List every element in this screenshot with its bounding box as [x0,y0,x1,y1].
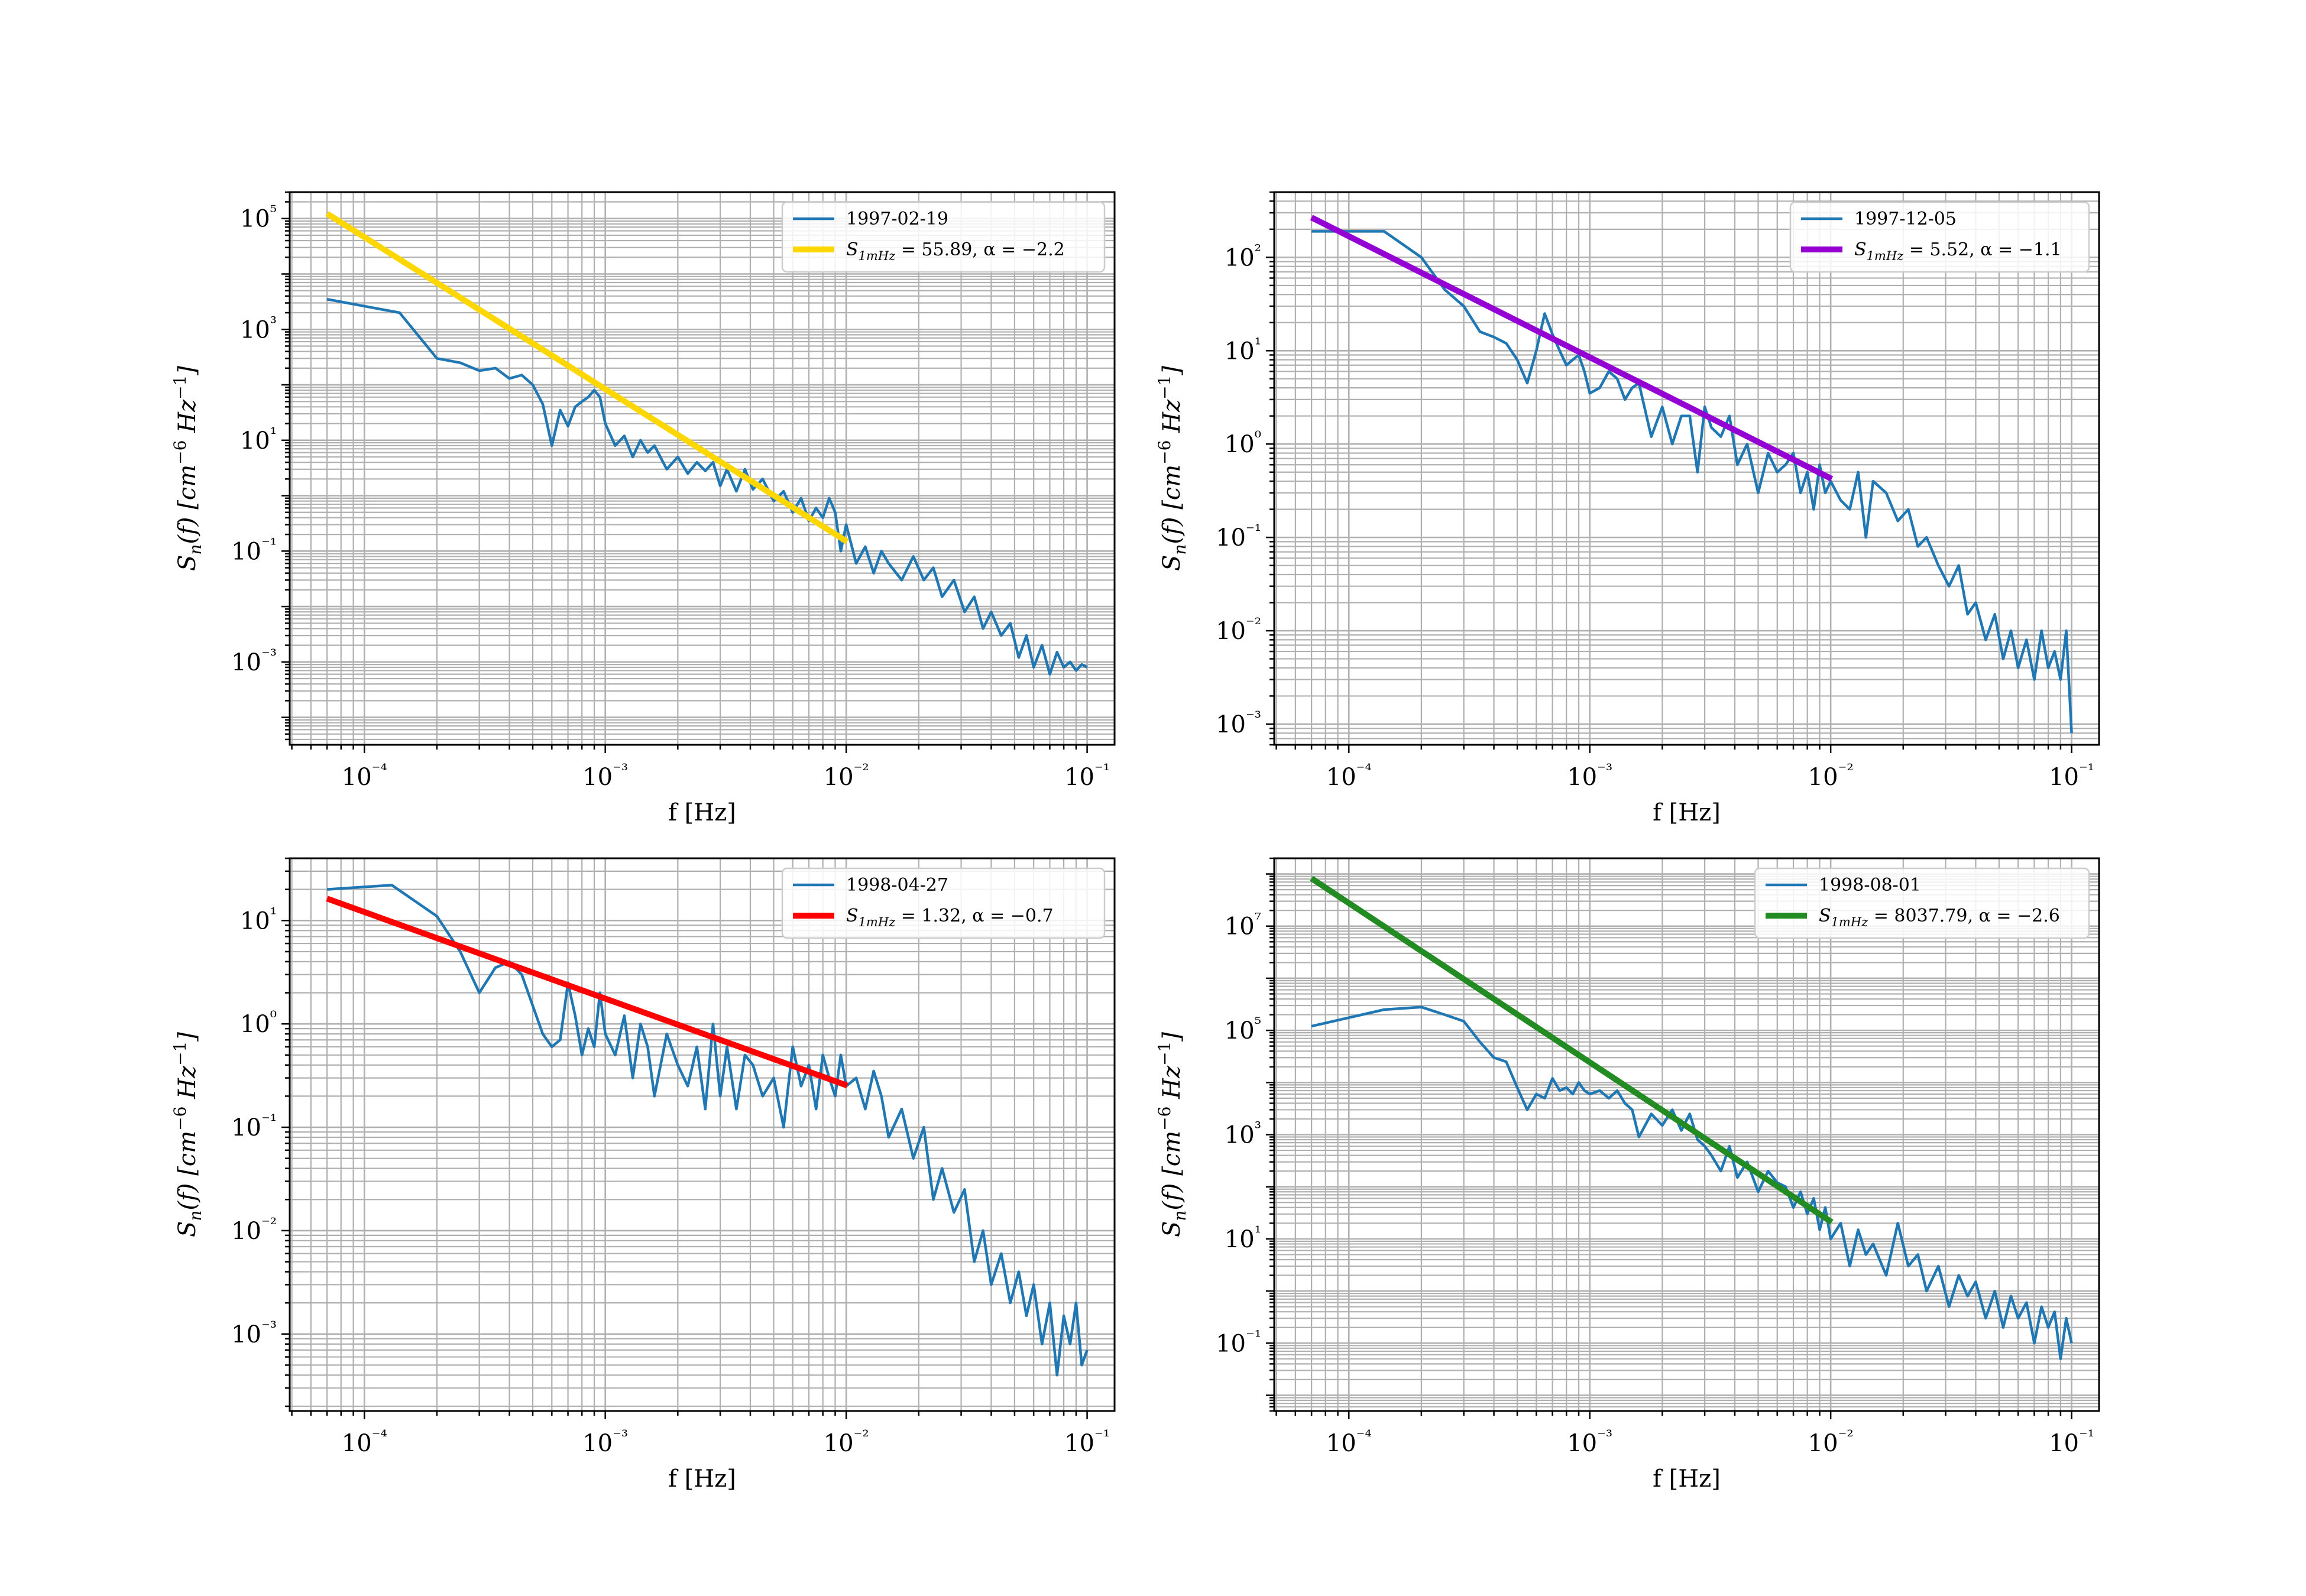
legend-box [1754,867,2090,939]
legend-label: S1mHz = 5.52, α = −1.1 [1854,239,2062,263]
y-tick-label: 10⁻² [231,1214,277,1245]
y-tick-label: 10⁻³ [1216,708,1261,738]
y-tick-label: 10⁻³ [231,645,277,676]
legend: 1998-08-01 S1mHz = 8037.79, α = −2.6 [1754,867,2090,939]
fit-line [1310,215,1834,482]
x-tick-label: 10⁻¹ [2049,760,2094,791]
fit-line [325,211,849,544]
legend: 1998-04-27 S1mHz = 1.32, α = −0.7 [781,867,1106,939]
x-tick-label: 10⁻⁴ [342,1426,387,1457]
chart-panel: 10⁻⁴ 10⁻³ 10⁻² 10⁻¹ 10⁻³ 10⁻² 10⁻¹ 10⁰ 10¹ f [Hz]… [170,857,1116,1493]
y-tick-label: 10⁻¹ [1216,521,1261,552]
chart-panel: 10⁻⁴ 10⁻³ 10⁻² 10⁻¹ 10⁻³ 10⁻¹ 10¹ 10³ 10⁵ f [Hz] S… [170,191,1116,826]
legend-label: S1mHz = 1.32, α = −0.7 [846,906,1054,929]
y-tick-label: 10⁰ [1225,427,1261,458]
grid [290,857,1115,1411]
x-tick-label: 10⁻⁴ [342,760,387,791]
axes-frame [289,857,1116,1412]
y-tick-label: 10⁰ [240,1007,277,1038]
y-tick-label: 10⁻² [1216,614,1261,645]
x-tick-label: 10⁻² [824,1426,869,1457]
y-axis-label: Sn(f) [cm−6 Hz−1] [170,1032,205,1237]
y-axis-label: Sn(f) [cm−6 Hz−1] [1155,366,1190,571]
x-axis-label: f [Hz] [668,799,736,826]
x-tick-label: 10⁻² [824,760,869,791]
y-tick-label: 10⁻¹ [1216,1326,1261,1357]
grid [1274,857,2099,1412]
x-tick-label: 10⁻³ [1567,1426,1612,1457]
x-tick-label: 10⁻¹ [1064,1426,1110,1457]
y-tick-label: 10⁻³ [231,1318,277,1348]
y-tick-label: 10² [1225,241,1261,271]
legend-box [781,201,1106,273]
x-tick-label: 10⁻⁴ [1326,760,1372,791]
y-tick-label: 10¹ [1225,334,1261,365]
x-axis-label: f [Hz] [668,1465,736,1493]
y-axis-label: Sn(f) [cm−6 Hz−1] [1155,1032,1190,1237]
x-tick-label: 10⁻³ [1567,760,1612,791]
y-tick-label: 10⁻¹ [231,534,277,565]
y-axis-label: Sn(f) [cm−6 Hz−1] [170,366,205,571]
legend-box [781,867,1106,939]
y-tick-label: 10¹ [1225,1222,1261,1253]
grid [290,191,1115,745]
y-tick-label: 10³ [240,313,277,343]
y-tick-label: 10³ [1225,1118,1261,1149]
legend-box [1789,201,2090,273]
fit-line [1310,875,1834,1225]
y-tick-label: 10¹ [240,904,277,935]
x-tick-label: 10⁻² [1808,1426,1854,1457]
legend-label: 1998-08-01 [1819,875,1921,896]
legend-label: S1mHz = 55.89, α = −2.2 [846,239,1065,263]
grid [1274,191,2099,746]
x-tick-label: 10⁻¹ [2049,1426,2094,1457]
x-tick-label: 10⁻⁴ [1326,1426,1372,1457]
x-axis-label: f [Hz] [1653,799,1721,826]
x-axis-label: f [Hz] [1653,1465,1721,1493]
y-tick-label: 10⁻¹ [231,1111,277,1141]
legend-label: 1998-04-27 [846,875,948,896]
legend: 1997-12-05 S1mHz = 5.52, α = −1.1 [1789,201,2090,273]
fit-line [326,896,848,1089]
x-tick-label: 10⁻¹ [1064,760,1110,791]
axes-frame [289,191,1116,746]
legend: 1997-02-19 S1mHz = 55.89, α = −2.2 [781,201,1106,273]
x-tick-label: 10⁻² [1808,760,1854,791]
chart-panel: 10⁻⁴ 10⁻³ 10⁻² 10⁻¹ 10⁻³ 10⁻² 10⁻¹ 10⁰ 10¹ 10² f [… [1155,191,2100,826]
data-series-line [326,884,1089,1377]
y-tick-label: 10¹ [240,424,277,455]
chart-panel: 10⁻⁴ 10⁻³ 10⁻² 10⁻¹ 10⁻¹ 10¹ 10³ 10⁵ 10⁷ f [Hz] Sn… [1155,857,2100,1493]
y-tick-label: 10⁷ [1225,910,1261,940]
data-series-line [1311,1005,2073,1361]
axes-frame [1273,191,2100,746]
legend-label: 1997-02-19 [846,209,948,229]
y-tick-label: 10⁵ [240,202,277,233]
data-series-line [326,297,1088,676]
x-tick-label: 10⁻³ [582,760,628,791]
legend-label: 1997-12-05 [1854,209,1957,229]
x-tick-label: 10⁻³ [582,1426,628,1457]
legend-label: S1mHz = 8037.79, α = −2.6 [1819,906,2060,929]
y-tick-label: 10⁵ [1225,1014,1261,1044]
